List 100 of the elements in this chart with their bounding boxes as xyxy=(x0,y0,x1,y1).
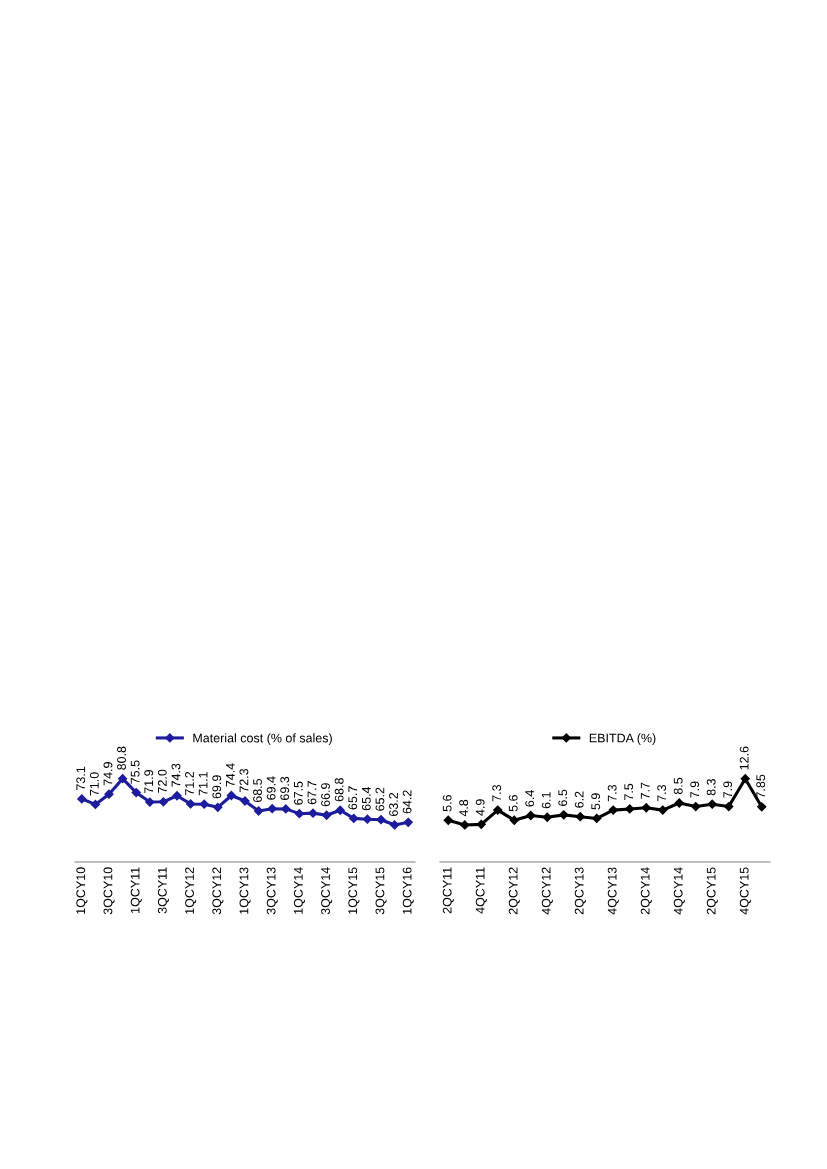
data-label: 67.5 xyxy=(293,781,303,805)
point xyxy=(185,799,196,809)
point xyxy=(226,790,237,801)
point xyxy=(526,810,536,821)
point xyxy=(674,798,684,808)
point xyxy=(267,804,277,814)
data-label: 71.0 xyxy=(89,772,99,796)
data-label: 71.1 xyxy=(198,772,208,796)
data-label: 6.5 xyxy=(558,789,568,806)
point xyxy=(625,804,635,814)
data-label: 7.85 xyxy=(756,774,766,798)
data-label: 63.2 xyxy=(389,792,398,816)
point xyxy=(608,805,618,815)
x-tick-label: 4QCY15 xyxy=(739,867,751,915)
point xyxy=(403,817,413,827)
data-label: 69.9 xyxy=(212,775,222,799)
data-label: 73.1 xyxy=(76,766,86,790)
point xyxy=(172,791,182,801)
x-tick-label: 2QCY12 xyxy=(508,867,520,915)
data-label: 7.5 xyxy=(624,783,634,800)
x-tick-label: 3QCY11 xyxy=(157,867,169,914)
data-label: 71.9 xyxy=(144,770,154,794)
legend-label: EBITDA (%) xyxy=(589,733,656,745)
data-label: 6.2 xyxy=(574,791,584,808)
point xyxy=(740,774,750,784)
point xyxy=(476,819,486,829)
point xyxy=(707,799,717,809)
data-label: 67.7 xyxy=(307,781,317,805)
data-label: 8.5 xyxy=(673,777,683,795)
data-label: 69.4 xyxy=(266,776,276,800)
x-tick-label: 3QCY14 xyxy=(321,867,333,915)
point xyxy=(77,794,87,804)
x-tick-label: 4QCY14 xyxy=(673,867,685,915)
point xyxy=(199,799,209,809)
point xyxy=(376,815,386,825)
x-tick-label: 3QCY12 xyxy=(212,867,224,915)
x-tick-label: 2QCY13 xyxy=(574,867,586,915)
data-label: 7.3 xyxy=(657,784,667,802)
data-label: 7.9 xyxy=(690,781,700,798)
x-tick-label: 1QCY12 xyxy=(185,867,197,914)
data-label: 8.3 xyxy=(706,779,716,796)
data-label: 5.6 xyxy=(508,795,518,812)
x-tick-label: 2QCY15 xyxy=(706,867,718,915)
x-tick-label: 2QCY14 xyxy=(640,867,652,915)
data-label: 69.3 xyxy=(280,776,290,800)
point xyxy=(641,803,651,813)
data-label: 74.4 xyxy=(226,763,235,787)
point xyxy=(575,812,585,822)
point xyxy=(104,789,114,799)
point xyxy=(308,808,318,818)
point xyxy=(691,801,701,812)
x-tick-label: 1QCY10 xyxy=(76,867,88,914)
point xyxy=(592,813,602,824)
point xyxy=(542,812,552,822)
data-label: 5.6 xyxy=(442,795,452,812)
data-label: 68.8 xyxy=(334,778,344,802)
data-label: 65.2 xyxy=(375,787,385,811)
point xyxy=(321,810,332,820)
data-label: 4.9 xyxy=(475,799,485,816)
x-tick-label: 1QCY16 xyxy=(402,867,414,914)
point xyxy=(281,804,291,814)
point xyxy=(443,815,453,825)
point xyxy=(658,805,668,815)
data-label: 7.7 xyxy=(640,782,650,799)
data-label: 65.7 xyxy=(348,786,358,810)
point xyxy=(145,797,155,807)
data-label: 65.4 xyxy=(361,786,371,811)
data-label: 7.3 xyxy=(492,784,502,802)
x-tick-label: 4QCY11 xyxy=(475,867,487,914)
data-label: 6.1 xyxy=(541,792,551,809)
x-tick-label: 1QCY13 xyxy=(239,867,251,914)
point xyxy=(509,815,519,825)
x-tick-label: 4QCY12 xyxy=(541,867,553,915)
legend-label: Material cost (% of sales) xyxy=(193,733,332,745)
data-label: 7.9 xyxy=(723,781,733,798)
data-label: 74.3 xyxy=(171,763,181,787)
point xyxy=(389,820,400,830)
data-label: 71.2 xyxy=(185,771,194,795)
data-label: 7.3 xyxy=(607,784,617,802)
x-tick-label: 3QCY15 xyxy=(375,867,387,915)
x-tick-label: 2QCY11 xyxy=(442,867,454,914)
x-tick-label: 1QCY15 xyxy=(348,867,360,914)
data-label: 66.9 xyxy=(321,783,330,807)
point xyxy=(349,813,359,824)
point xyxy=(559,810,569,820)
data-label: 75.5 xyxy=(130,760,140,784)
point xyxy=(131,787,141,798)
data-label: 64.2 xyxy=(402,790,412,814)
point xyxy=(90,799,101,810)
x-tick-label: 3QCY13 xyxy=(266,867,278,915)
data-label: 4.8 xyxy=(459,799,469,817)
x-tick-label: 4QCY13 xyxy=(607,867,619,915)
point xyxy=(253,806,264,816)
point xyxy=(493,805,503,815)
data-label: 68.5 xyxy=(253,778,262,803)
point xyxy=(158,797,169,807)
point xyxy=(724,801,734,812)
point xyxy=(335,805,345,815)
data-label: 72.3 xyxy=(239,768,249,793)
point xyxy=(460,820,470,830)
